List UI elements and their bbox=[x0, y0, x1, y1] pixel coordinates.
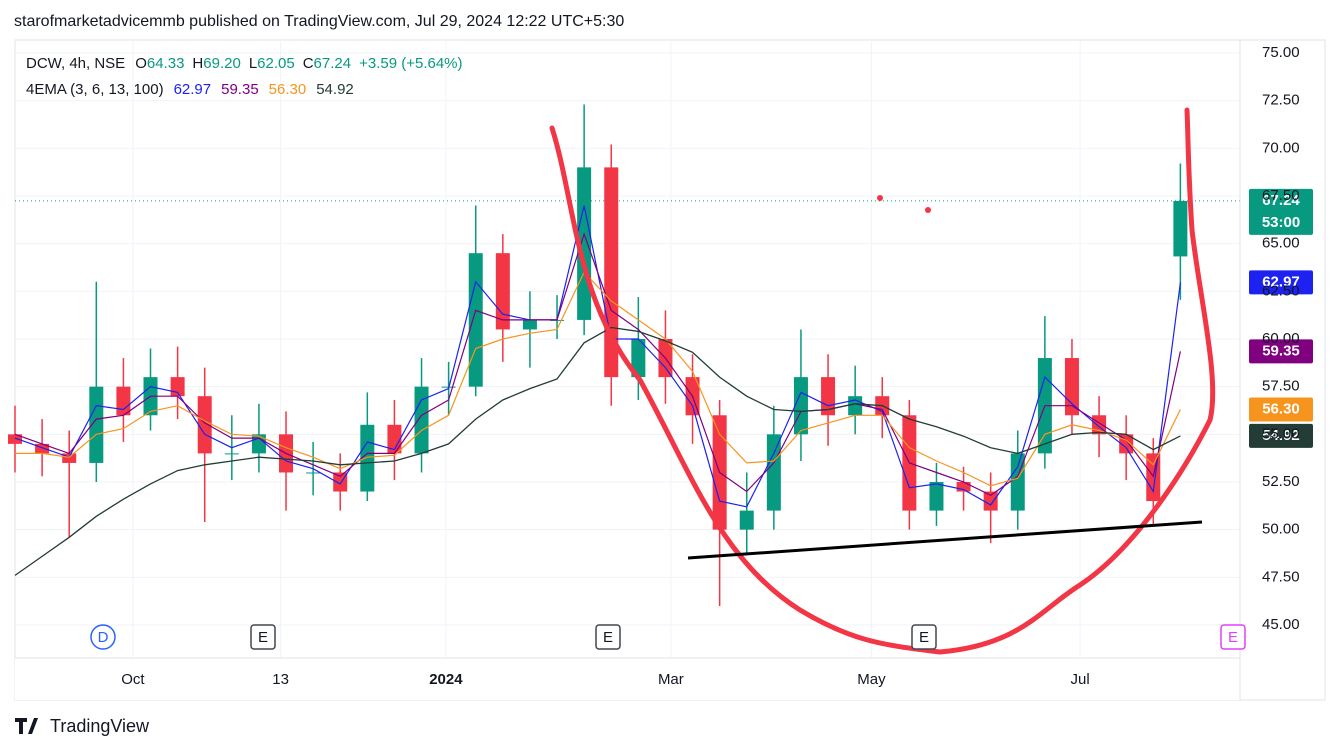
candle-body bbox=[387, 424, 402, 454]
x-tick-label: Oct bbox=[121, 671, 145, 688]
y-tick-label: 62.50 bbox=[1262, 282, 1300, 299]
price-tag bbox=[1249, 270, 1313, 295]
event-e: E bbox=[1220, 624, 1246, 650]
candle-body bbox=[197, 396, 212, 454]
y-tick-label: 70.00 bbox=[1262, 139, 1300, 156]
event-e: E bbox=[595, 624, 621, 650]
v: 69.20 bbox=[203, 55, 241, 72]
price-tag-label: 67.24 bbox=[1262, 192, 1300, 209]
drawn-cup bbox=[549, 107, 1216, 655]
candle-body bbox=[929, 482, 944, 511]
price-tag-label: 59.35 bbox=[1262, 342, 1300, 359]
time-axis-bg bbox=[15, 658, 1240, 700]
y-tick-label: 50.00 bbox=[1262, 521, 1300, 538]
candle-body bbox=[8, 434, 22, 444]
price-tag bbox=[1249, 397, 1313, 422]
y-tick-label: 45.00 bbox=[1262, 616, 1300, 633]
event-e: E bbox=[250, 624, 276, 650]
x-tick-label: May bbox=[857, 671, 886, 688]
brand-label: TradingView bbox=[50, 716, 150, 736]
candle-body bbox=[739, 510, 754, 530]
x-tick-label: Jul bbox=[1071, 671, 1090, 688]
candle-body bbox=[821, 377, 836, 416]
candle-body bbox=[631, 338, 646, 378]
candle-body bbox=[468, 253, 483, 387]
price-tag bbox=[1249, 423, 1313, 448]
price-tag-label: 54.92 bbox=[1262, 427, 1300, 444]
countdown: 53:00 bbox=[1262, 214, 1300, 231]
indicator: 4EMA (3, 6, 13, 100) bbox=[26, 81, 164, 98]
y-tick-label: 55.00 bbox=[1262, 425, 1300, 442]
ema-line bbox=[14, 326, 1181, 576]
price-tag bbox=[1249, 188, 1313, 235]
candle-body bbox=[848, 396, 863, 416]
candle-body bbox=[956, 482, 971, 492]
ema: 56.30 bbox=[269, 81, 307, 98]
candle-body bbox=[333, 472, 348, 492]
event-e: E bbox=[911, 624, 937, 650]
published: starofmarketadvicemmb published on Tradi… bbox=[14, 13, 624, 30]
ema-line bbox=[14, 232, 1181, 496]
k: O bbox=[135, 55, 147, 72]
v: 67.24 bbox=[314, 55, 352, 72]
candle-body bbox=[116, 386, 131, 416]
v: 64.33 bbox=[147, 55, 185, 72]
k: C bbox=[303, 55, 314, 72]
brand: TradingView bbox=[15, 716, 150, 736]
y-tick-label: 52.50 bbox=[1262, 473, 1300, 490]
ema-line bbox=[15, 271, 1181, 487]
candle-body bbox=[793, 377, 808, 435]
event-label: D bbox=[98, 629, 109, 646]
y-tick-label: 47.50 bbox=[1262, 568, 1300, 585]
event-label: E bbox=[603, 629, 613, 646]
price-tag bbox=[1249, 339, 1313, 364]
x-tick-label: 2024 bbox=[429, 671, 463, 688]
event-label: E bbox=[1228, 629, 1238, 646]
ema-line bbox=[14, 205, 1181, 508]
y-tick-label: 57.50 bbox=[1262, 378, 1300, 395]
legend: DCW, 4h, NSE O64.33 H69.20 L62.05 C67.24 +3.5… bbox=[26, 55, 463, 72]
candle-body bbox=[360, 424, 375, 492]
symbol: DCW, 4h, NSE bbox=[26, 55, 125, 72]
grid bbox=[15, 40, 1240, 658]
dot bbox=[877, 195, 883, 201]
price-tags: 67.24 53:00 62.97 59.35 56.30 54.92 bbox=[1249, 188, 1313, 448]
candle-body bbox=[766, 434, 781, 511]
k: H bbox=[192, 55, 203, 72]
candle-body bbox=[306, 472, 321, 474]
y-tick-label: 75.00 bbox=[1262, 44, 1300, 61]
price-tag-label: 56.30 bbox=[1262, 401, 1300, 418]
event-label: E bbox=[919, 629, 929, 646]
ema: 62.97 bbox=[174, 81, 212, 98]
candle-body bbox=[1064, 358, 1079, 416]
candle-body bbox=[224, 453, 239, 455]
v: 62.05 bbox=[257, 55, 295, 72]
candle-body bbox=[1092, 415, 1107, 435]
y-tick-label: 60.00 bbox=[1262, 330, 1300, 347]
trend-line bbox=[687, 520, 1203, 560]
price-tag-label: 62.97 bbox=[1262, 273, 1300, 290]
k: L bbox=[249, 55, 257, 72]
y-tick-label: 72.50 bbox=[1262, 92, 1300, 109]
dot bbox=[925, 207, 931, 213]
x-tick-label: 13 bbox=[272, 671, 289, 688]
candle-body bbox=[251, 434, 266, 454]
ema: 54.92 bbox=[316, 81, 354, 98]
event-d: D bbox=[90, 624, 116, 650]
candle-body bbox=[983, 491, 998, 511]
candle-body bbox=[35, 443, 50, 454]
y-tick-label: 67.50 bbox=[1262, 187, 1300, 204]
candle-body bbox=[522, 319, 537, 330]
event-label: E bbox=[258, 629, 268, 646]
indicator-legend: 4EMA (3, 6, 13, 100) 62.97 59.35 56.30 54.92 bbox=[26, 81, 354, 98]
change: +3.59 (+5.64%) bbox=[359, 55, 462, 72]
y-tick-label: 65.00 bbox=[1262, 235, 1300, 252]
candle-body bbox=[62, 453, 77, 463]
plot bbox=[8, 104, 1240, 606]
candle-body bbox=[1173, 200, 1188, 257]
x-tick-label: Mar bbox=[658, 671, 684, 688]
candle-body bbox=[414, 386, 429, 454]
ema: 59.35 bbox=[221, 81, 259, 98]
